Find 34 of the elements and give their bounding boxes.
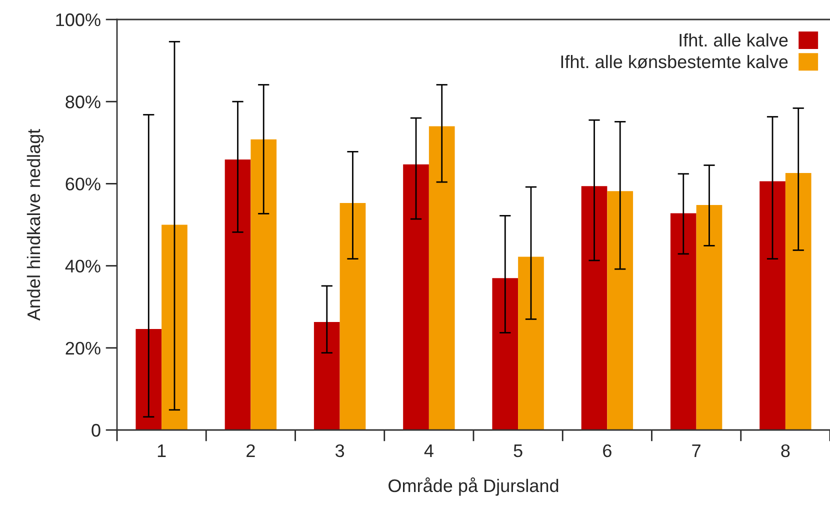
bar: [250, 139, 277, 430]
x-tick-label: 2: [246, 444, 255, 457]
bar: [518, 256, 544, 430]
x-axis-title: Område på Djursland: [388, 477, 558, 496]
y-tick-label: 100%: [56, 13, 100, 26]
bar: [340, 202, 366, 430]
bar: [162, 224, 188, 430]
bar: [224, 159, 251, 430]
x-tick-label: 5: [514, 444, 522, 458]
bar: [136, 329, 162, 430]
x-tick-label: 7: [692, 444, 700, 457]
x-tick-label: 8: [781, 444, 790, 458]
bar: [760, 181, 786, 430]
bar: [581, 186, 608, 430]
y-tick-label: 0: [92, 424, 100, 437]
x-tick-label: 4: [424, 444, 434, 457]
bar: [607, 191, 634, 430]
x-tick-label: 6: [603, 444, 612, 458]
x-tick-label: 1: [158, 444, 166, 457]
y-tick-label: 40%: [65, 260, 100, 273]
bar: [428, 126, 455, 430]
bar: [696, 205, 722, 430]
bar: [492, 278, 518, 430]
y-axis-title: Andel hindkalve nedlagt: [26, 129, 44, 321]
bar: [314, 322, 340, 430]
y-tick-label: 60%: [66, 178, 100, 190]
legend-label: Ifht. alle kønsbestemte kalve: [561, 54, 788, 68]
bar: [403, 164, 429, 430]
y-tick-label: 20%: [66, 342, 100, 355]
x-tick-label: 3: [335, 444, 344, 458]
y-tick-label: 80%: [66, 96, 100, 108]
bar: [670, 213, 696, 430]
legend-label: Ifht. alle kalve: [680, 33, 788, 47]
bar: [785, 173, 812, 430]
